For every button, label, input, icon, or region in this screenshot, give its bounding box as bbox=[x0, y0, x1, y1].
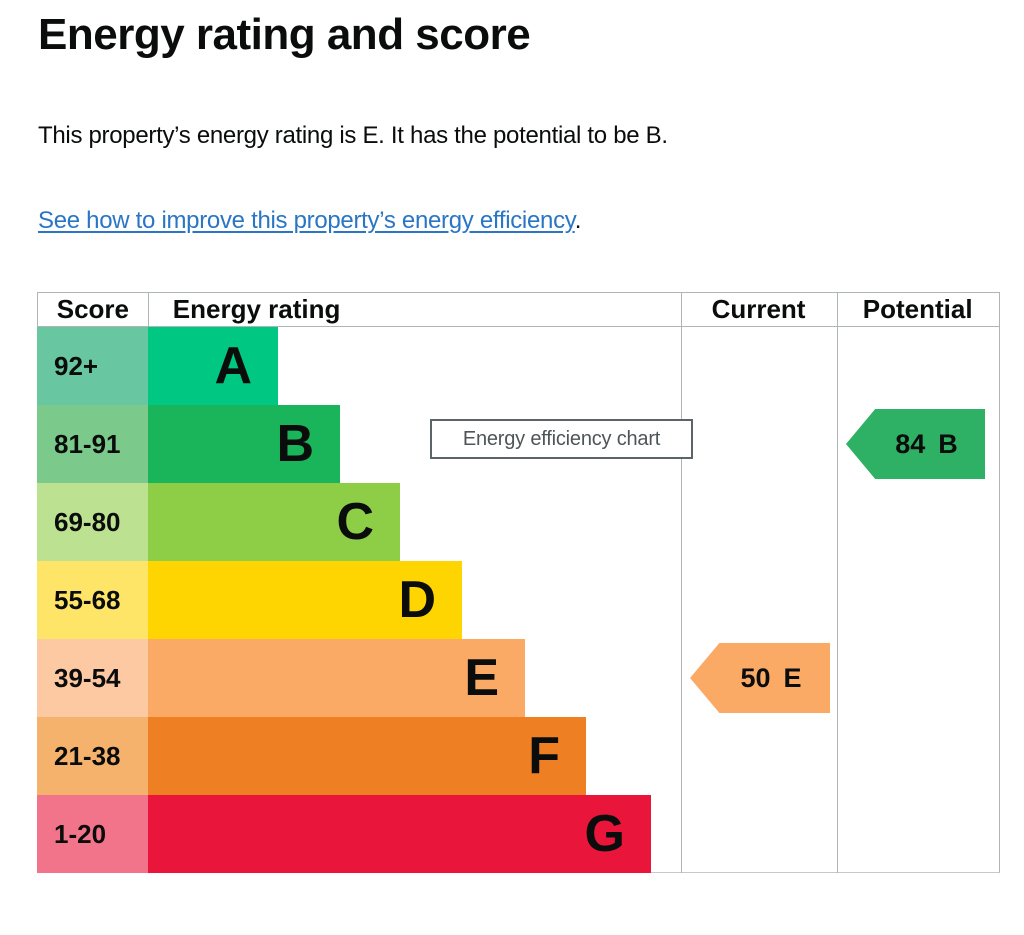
current-column-divider bbox=[681, 292, 682, 873]
score-cell: 1-20 bbox=[37, 795, 148, 873]
potential-letter: B bbox=[938, 428, 958, 459]
band-bar: C bbox=[148, 483, 400, 561]
band-bar: D bbox=[148, 561, 462, 639]
improve-efficiency-link[interactable]: See how to improve this property’s energ… bbox=[38, 207, 575, 234]
band-row-a: 92+ A bbox=[37, 327, 999, 405]
current-arrow: 50 E bbox=[690, 643, 830, 713]
band-bar: E bbox=[148, 639, 525, 717]
current-score: 50 bbox=[740, 662, 771, 693]
chart-caption-box: Energy efficiency chart bbox=[430, 419, 693, 459]
energy-efficiency-chart: Score Energy rating Current Potential 92… bbox=[37, 292, 1000, 873]
improve-efficiency-link-line: See how to improve this property’s energ… bbox=[38, 207, 581, 235]
band-bar: F bbox=[148, 717, 586, 795]
potential-column-divider bbox=[837, 292, 838, 873]
band-row-e: 39-54 E bbox=[37, 639, 999, 717]
potential-score: 84 bbox=[895, 428, 926, 459]
energy-rating-summary: This property’s energy rating is E. It h… bbox=[38, 122, 668, 149]
band-bar: A bbox=[148, 327, 278, 405]
band-bar: G bbox=[148, 795, 651, 873]
header-score: Score bbox=[38, 293, 149, 326]
band-row-c: 69-80 C bbox=[37, 483, 999, 561]
score-cell: 69-80 bbox=[37, 483, 148, 561]
band-row-d: 55-68 D bbox=[37, 561, 999, 639]
header-energy-rating: Energy rating bbox=[172, 294, 341, 324]
score-cell: 92+ bbox=[37, 327, 148, 405]
score-cell: 39-54 bbox=[37, 639, 148, 717]
band-row-f: 21-38 F bbox=[37, 717, 999, 795]
potential-arrow: 84 B bbox=[846, 409, 985, 479]
score-cell: 81-91 bbox=[37, 405, 148, 483]
link-suffix: . bbox=[574, 207, 582, 234]
band-row-g: 1-20 G bbox=[37, 795, 999, 873]
header-current: Current bbox=[711, 294, 806, 324]
score-cell: 55-68 bbox=[37, 561, 148, 639]
band-row-b: 81-91 B bbox=[37, 405, 999, 483]
band-bar: B bbox=[148, 405, 340, 483]
chart-header-row: Score Energy rating Current Potential bbox=[37, 292, 999, 327]
page-title: Energy rating and score bbox=[38, 10, 531, 59]
header-potential: Potential bbox=[862, 294, 973, 324]
current-letter: E bbox=[783, 662, 802, 693]
score-cell: 21-38 bbox=[37, 717, 148, 795]
